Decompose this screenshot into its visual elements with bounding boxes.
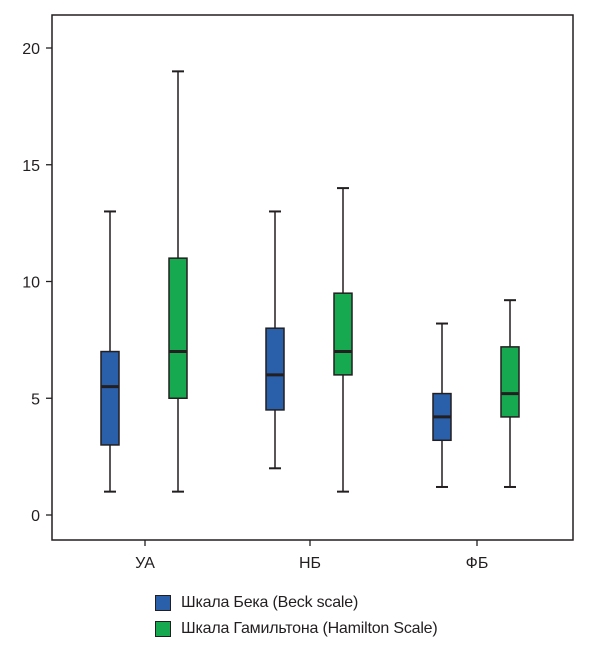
y-tick-label: 0 <box>31 508 40 525</box>
legend-label-hamilton: Шкала Гамильтона (Hamilton Scale) <box>181 620 438 637</box>
x-tick-label: УА <box>135 555 155 572</box>
y-tick-label: 15 <box>22 158 40 175</box>
box-1-0 <box>168 70 188 493</box>
legend-swatch-hamilton <box>155 621 171 637</box>
legend: Шкала Бека (Beck scale) Шкала Гамильтона… <box>155 592 438 644</box>
box-0-2 <box>432 322 452 488</box>
legend-item-beck: Шкала Бека (Beck scale) <box>155 592 438 614</box>
box-body <box>333 292 353 376</box>
box-body <box>265 327 285 411</box>
x-axis: УА НБ ФБ <box>135 540 488 572</box>
box-body <box>100 350 120 446</box>
box-0-1 <box>265 210 285 470</box>
box-0-0 <box>100 210 120 493</box>
x-tick-label: НБ <box>299 555 321 572</box>
box-1-1 <box>333 187 353 493</box>
boxes-layer <box>100 70 520 493</box>
box-body <box>168 257 188 399</box>
box-plot-chart: 0 5 10 15 20 УА НБ ФБ <box>22 14 574 572</box>
legend-item-hamilton: Шкала Гамильтона (Hamilton Scale) <box>155 618 438 640</box>
legend-label-beck: Шкала Бека (Beck scale) <box>181 594 359 611</box>
y-tick-label: 5 <box>31 391 40 408</box>
x-tick-label: ФБ <box>466 555 489 572</box>
legend-swatch-beck <box>155 595 171 611</box>
box-1-2 <box>500 299 520 488</box>
box-body <box>500 346 520 418</box>
y-tick-label: 10 <box>22 275 40 292</box>
y-axis: 0 5 10 15 20 <box>22 41 52 525</box>
plot-frame <box>51 14 574 541</box>
y-tick-label: 20 <box>22 41 40 58</box>
